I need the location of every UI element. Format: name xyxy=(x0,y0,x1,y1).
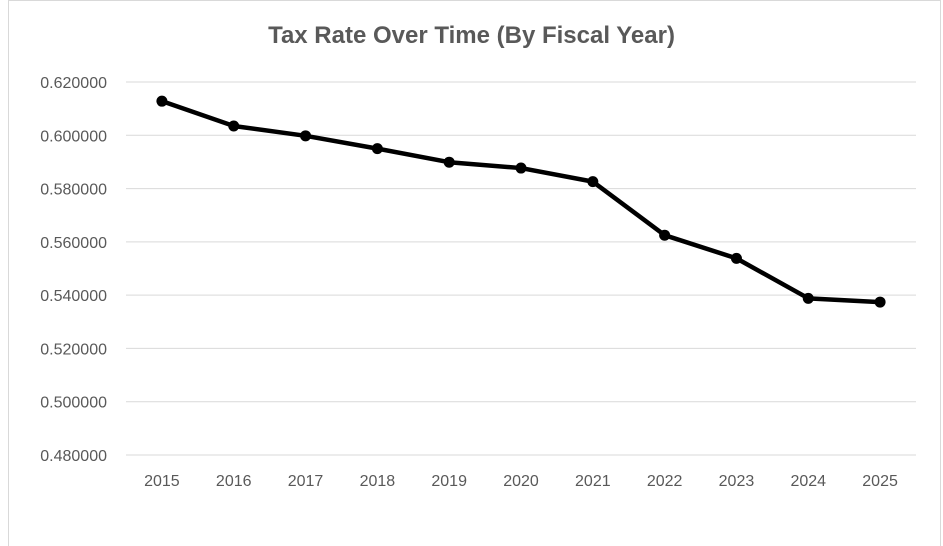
y-tick-label: 0.520000 xyxy=(40,341,107,358)
data-point-2015 xyxy=(156,95,168,107)
x-tick-label: 2017 xyxy=(288,473,324,490)
x-axis-tick-labels: 2015 2016 2017 2018 2019 2020 2021 2022 2023 2024… xyxy=(144,473,898,490)
data-point-2025 xyxy=(874,296,886,308)
x-tick-label: 2020 xyxy=(503,473,539,490)
x-tick-label: 2022 xyxy=(647,473,683,490)
data-point-2016 xyxy=(228,120,240,132)
data-point-2023 xyxy=(730,252,742,264)
x-tick-label: 2019 xyxy=(431,473,467,490)
data-point-2020 xyxy=(515,162,527,174)
data-point-2017 xyxy=(300,130,312,142)
y-tick-label: 0.480000 xyxy=(40,448,107,465)
y-tick-label: 0.600000 xyxy=(40,128,107,145)
y-axis-tick-labels: 0.480000 0.500000 0.520000 0.540000 0.560000… xyxy=(40,75,107,465)
x-tick-label: 2023 xyxy=(719,473,755,490)
data-point-2021 xyxy=(587,176,599,188)
data-point-2022 xyxy=(659,229,671,241)
x-tick-label: 2025 xyxy=(862,473,898,490)
x-tick-label: 2015 xyxy=(144,473,180,490)
y-tick-label: 0.560000 xyxy=(40,235,107,252)
y-tick-label: 0.620000 xyxy=(40,75,107,92)
data-point-2024 xyxy=(802,292,814,304)
y-tick-label: 0.500000 xyxy=(40,395,107,412)
data-point-2019 xyxy=(443,156,455,168)
series-layer xyxy=(156,95,886,308)
x-tick-label: 2018 xyxy=(360,473,396,490)
x-tick-label: 2016 xyxy=(216,473,252,490)
x-tick-label: 2021 xyxy=(575,473,611,490)
data-point-2018 xyxy=(371,143,383,155)
y-tick-label: 0.580000 xyxy=(40,182,107,199)
chart-title: Tax Rate Over Time (By Fiscal Year) xyxy=(268,22,675,49)
x-tick-label: 2024 xyxy=(790,473,826,490)
gridlines xyxy=(126,81,916,456)
y-tick-label: 0.540000 xyxy=(40,288,107,305)
series-line xyxy=(159,98,883,305)
